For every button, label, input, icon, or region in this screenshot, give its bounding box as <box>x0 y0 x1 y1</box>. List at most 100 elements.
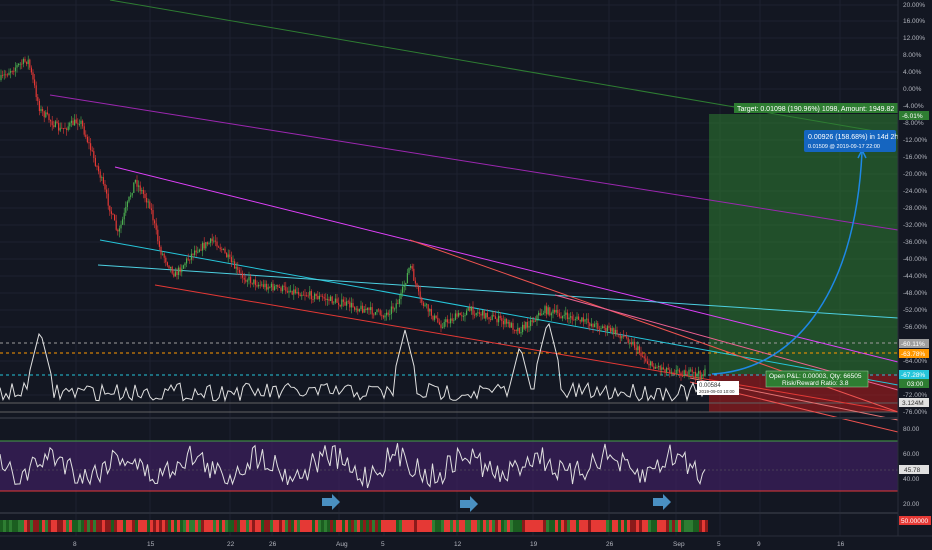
candle-body <box>139 185 141 192</box>
indicator-bar <box>360 520 363 532</box>
indicator-bar <box>579 520 582 532</box>
candle-body <box>496 318 498 323</box>
indicator-bar <box>621 520 624 532</box>
indicator-bar <box>645 520 648 532</box>
candle-body <box>218 246 220 248</box>
indicator-bar <box>114 520 117 532</box>
candle-body <box>178 267 180 275</box>
indicator-bar <box>33 520 36 532</box>
indicator-bar <box>381 520 384 532</box>
candle-body <box>459 312 461 316</box>
candle-body <box>238 269 240 273</box>
candle-body <box>83 126 85 135</box>
indicator-bar <box>165 520 168 532</box>
candle-body <box>509 322 511 328</box>
time-axis-label: Sep <box>673 541 685 548</box>
indicator-bar <box>39 520 42 532</box>
candle-body <box>587 318 589 324</box>
candle-body <box>18 63 20 66</box>
indicator-bar <box>396 520 399 532</box>
candle-body <box>486 312 488 318</box>
time-axis[interactable]: 8 15 22 26 Aug 5 12 19 26 Sep 5 9 16 <box>73 541 845 548</box>
candle-body <box>646 361 648 364</box>
candle-body <box>566 312 568 320</box>
candle-body <box>560 316 562 319</box>
indicator-bar <box>63 520 66 532</box>
price-axis[interactable]: 20.00% 16.00% 12.00% 8.00% 4.00% 0.00% -4.00% -… <box>903 2 927 416</box>
candle-body <box>616 329 618 335</box>
candle-body <box>58 123 60 131</box>
candle-body <box>261 284 263 286</box>
candle-body <box>320 295 322 297</box>
candle-body <box>371 307 373 315</box>
candle-body <box>190 253 192 260</box>
candle-body <box>443 321 445 328</box>
candle-body <box>702 374 704 376</box>
candle-body <box>102 177 104 184</box>
indicator-bar <box>459 520 462 532</box>
candle-body <box>514 329 516 331</box>
indicator-bar <box>111 520 114 532</box>
price-axis-label: -64.00% <box>903 358 927 365</box>
candle-body <box>450 318 452 324</box>
candle-body <box>507 322 509 324</box>
indicator-bar <box>561 520 564 532</box>
indicator-bar <box>474 520 477 532</box>
indicator-bar <box>180 520 183 532</box>
candle-body <box>107 193 109 206</box>
candle-body <box>128 196 130 202</box>
candle-body <box>581 317 583 322</box>
indicator-bar <box>24 520 27 532</box>
price-axis-label: -72.00% <box>903 392 927 399</box>
candle-body <box>110 211 112 214</box>
indicator-bar <box>306 520 309 532</box>
candle-body <box>618 334 620 336</box>
rsi-line <box>0 443 706 489</box>
candle-body <box>674 373 676 375</box>
candle-body <box>163 253 165 258</box>
candle-body <box>358 309 360 312</box>
indicator-bar <box>204 520 207 532</box>
indicator-bar <box>141 520 144 532</box>
candle-body <box>554 309 556 313</box>
candle-body <box>98 166 100 172</box>
candle-body <box>413 268 415 281</box>
candle-body <box>170 266 172 269</box>
indicator-bar <box>258 520 261 532</box>
candle-body <box>467 307 469 311</box>
candle-body <box>285 286 287 292</box>
indicator-bar <box>36 520 39 532</box>
candle-body <box>230 257 232 263</box>
candle-body <box>526 322 528 328</box>
candle-body <box>181 268 183 273</box>
candle-body <box>605 328 607 331</box>
indicator-bar <box>168 520 171 532</box>
candle-body <box>206 242 208 245</box>
rsi-axis-label: 60.00 <box>903 451 920 458</box>
candle-body <box>251 282 253 284</box>
price-axis-label: -56.00% <box>903 324 927 331</box>
candle-body <box>62 128 64 129</box>
candle-body <box>389 313 391 315</box>
candle-body <box>650 361 652 366</box>
candle-body <box>520 332 522 334</box>
candle-body <box>266 283 268 290</box>
indicator-bar <box>153 520 156 532</box>
candle-body <box>34 79 36 86</box>
candle-body <box>685 370 687 375</box>
candle-body <box>323 297 325 299</box>
rsi-axis[interactable]: 80.00 60.00 40.00 20.00 45.78 <box>899 426 929 508</box>
candle-body <box>242 273 244 278</box>
candle-body <box>693 371 695 373</box>
indicator-bar <box>627 520 630 532</box>
candle-body <box>214 240 216 242</box>
candle-body <box>432 315 434 320</box>
candle-body <box>677 369 679 371</box>
indicator-bar <box>249 520 252 532</box>
position-label[interactable] <box>765 370 869 388</box>
indicator-bar <box>705 520 708 532</box>
arrow-right-icon <box>460 496 478 512</box>
candle-body <box>147 201 149 203</box>
position-pnl: Open P&L: 0.00003, Qty: 66505 <box>769 373 862 380</box>
